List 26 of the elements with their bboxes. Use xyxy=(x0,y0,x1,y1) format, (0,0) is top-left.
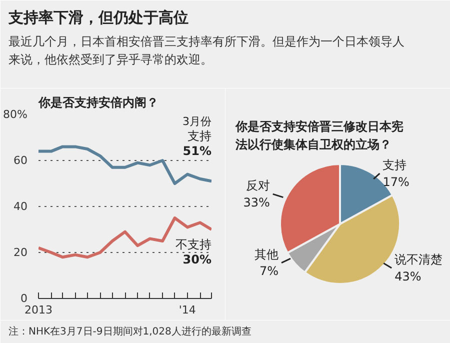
annotation: 3月份 xyxy=(182,115,212,128)
x-tick-label: 2013 xyxy=(24,304,53,316)
y-tick-label: 80% xyxy=(3,108,28,121)
text: 支持率下滑，但仍处于高位 xyxy=(8,8,188,26)
text: 最近几个月，日本首相安倍晋三支持率有所下滑。但是作为一个日本领导人来说，他依然受到了异乎寻常的欢迎。 xyxy=(8,34,404,67)
slice-label: 反对 xyxy=(246,178,270,193)
series-label: 不支持 xyxy=(176,238,212,252)
data-label: 51% xyxy=(182,144,212,158)
slice-label: 其他 xyxy=(254,247,278,262)
chart-title: 你是否支持安倍内阁？ xyxy=(38,96,158,110)
text: 注：NHK在3月7日-9日期间对1,028人进行的最新调查 xyxy=(8,326,252,338)
y-tick-label: 0 xyxy=(20,292,28,305)
data-label: 43% xyxy=(394,269,422,284)
y-tick-label: 40 xyxy=(14,200,28,213)
line-series xyxy=(38,145,212,185)
y-tick-label: 20 xyxy=(14,246,28,259)
slice-label: 说不清楚 xyxy=(394,252,443,267)
data-label: 17% xyxy=(382,174,410,189)
chart-title: 你是否支持安倍晋三修改日本宪法以行使集体自卫权的立场？ xyxy=(234,119,404,152)
slice-label: 支持 xyxy=(382,158,407,172)
data-label: 30% xyxy=(182,252,212,266)
data-label: 33% xyxy=(243,195,270,210)
text: 支持 xyxy=(188,129,212,144)
x-tick-label: '14 xyxy=(178,304,196,316)
data-label: 7% xyxy=(259,264,278,278)
y-tick-label: 60 xyxy=(14,154,28,167)
